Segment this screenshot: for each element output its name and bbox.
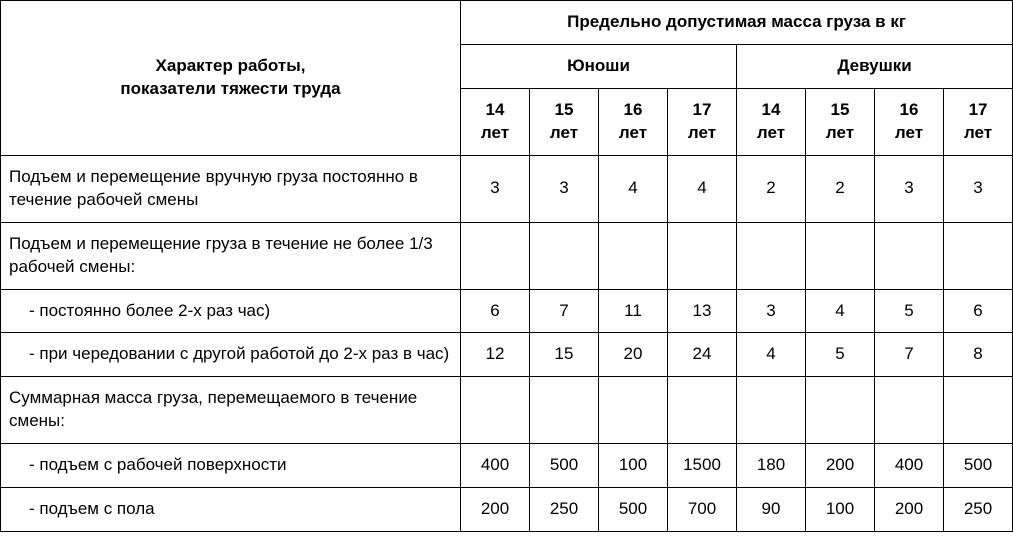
row-desc: Подъем и перемещение груза в течение не …	[1, 222, 461, 289]
row-value: 100	[599, 444, 668, 488]
row-value: 200	[461, 488, 530, 532]
row-value: 7	[530, 289, 599, 333]
header-desc-line2: показатели тяжести труда	[9, 78, 452, 101]
row-value	[461, 222, 530, 289]
row-value	[737, 222, 806, 289]
row-value	[599, 222, 668, 289]
table-body: Подъем и перемещение вручную груза посто…	[1, 155, 1013, 531]
row-value: 3	[461, 155, 530, 222]
row-value	[737, 377, 806, 444]
age-boys-15: 15лет	[530, 88, 599, 155]
row-value	[530, 222, 599, 289]
row-value	[944, 377, 1013, 444]
row-value: 500	[599, 488, 668, 532]
table-row: Подъем и перемещение груза в течение не …	[1, 222, 1013, 289]
row-value	[599, 377, 668, 444]
row-desc: - постоянно более 2-х раз час)	[1, 289, 461, 333]
row-value	[461, 377, 530, 444]
row-value: 250	[530, 488, 599, 532]
row-value	[944, 222, 1013, 289]
row-value: 3	[737, 289, 806, 333]
row-value	[668, 377, 737, 444]
table-row: - подъем с пола20025050070090100200250	[1, 488, 1013, 532]
row-value: 5	[806, 333, 875, 377]
age-boys-16: 16лет	[599, 88, 668, 155]
header-top-span: Предельно допустимая масса груза в кг	[461, 1, 1013, 45]
row-value	[875, 377, 944, 444]
age-boys-17: 17лет	[668, 88, 737, 155]
row-value: 6	[944, 289, 1013, 333]
row-desc: Суммарная масса груза, перемещаемого в т…	[1, 377, 461, 444]
row-value: 4	[737, 333, 806, 377]
header-desc: Характер работы, показатели тяжести труд…	[1, 1, 461, 156]
row-value	[806, 222, 875, 289]
row-value: 3	[944, 155, 1013, 222]
age-girls-16: 16лет	[875, 88, 944, 155]
row-value: 12	[461, 333, 530, 377]
age-girls-14: 14лет	[737, 88, 806, 155]
age-girls-17: 17лет	[944, 88, 1013, 155]
age-girls-15: 15лет	[806, 88, 875, 155]
row-value: 7	[875, 333, 944, 377]
table-row: Суммарная масса груза, перемещаемого в т…	[1, 377, 1013, 444]
row-value	[530, 377, 599, 444]
table-row: Подъем и перемещение вручную груза посто…	[1, 155, 1013, 222]
row-value: 3	[530, 155, 599, 222]
table-row: - при чередовании с другой работой до 2-…	[1, 333, 1013, 377]
row-desc: Подъем и перемещение вручную груза посто…	[1, 155, 461, 222]
row-value: 200	[875, 488, 944, 532]
table-row: - подъем с рабочей поверхности4005001001…	[1, 444, 1013, 488]
row-desc: - подъем с рабочей поверхности	[1, 444, 461, 488]
row-value: 500	[530, 444, 599, 488]
row-value: 11	[599, 289, 668, 333]
row-value: 200	[806, 444, 875, 488]
row-value: 15	[530, 333, 599, 377]
row-value	[668, 222, 737, 289]
header-group-girls: Девушки	[737, 44, 1013, 88]
row-desc: - подъем с пола	[1, 488, 461, 532]
row-value: 6	[461, 289, 530, 333]
row-value: 8	[944, 333, 1013, 377]
row-desc: - при чередовании с другой работой до 2-…	[1, 333, 461, 377]
row-value: 180	[737, 444, 806, 488]
header-group-boys: Юноши	[461, 44, 737, 88]
table-row: - постоянно более 2-х раз час)6711133456	[1, 289, 1013, 333]
row-value: 400	[461, 444, 530, 488]
load-limits-table: Характер работы, показатели тяжести труд…	[0, 0, 1013, 532]
row-value: 13	[668, 289, 737, 333]
header-desc-line1: Характер работы,	[9, 55, 452, 78]
row-value	[875, 222, 944, 289]
row-value: 4	[806, 289, 875, 333]
row-value: 5	[875, 289, 944, 333]
row-value: 250	[944, 488, 1013, 532]
row-value: 400	[875, 444, 944, 488]
row-value: 90	[737, 488, 806, 532]
row-value: 4	[599, 155, 668, 222]
age-boys-14: 14лет	[461, 88, 530, 155]
row-value: 1500	[668, 444, 737, 488]
row-value: 24	[668, 333, 737, 377]
row-value: 100	[806, 488, 875, 532]
row-value: 500	[944, 444, 1013, 488]
row-value: 20	[599, 333, 668, 377]
row-value: 4	[668, 155, 737, 222]
row-value: 2	[737, 155, 806, 222]
row-value: 3	[875, 155, 944, 222]
row-value	[806, 377, 875, 444]
row-value: 2	[806, 155, 875, 222]
row-value: 700	[668, 488, 737, 532]
